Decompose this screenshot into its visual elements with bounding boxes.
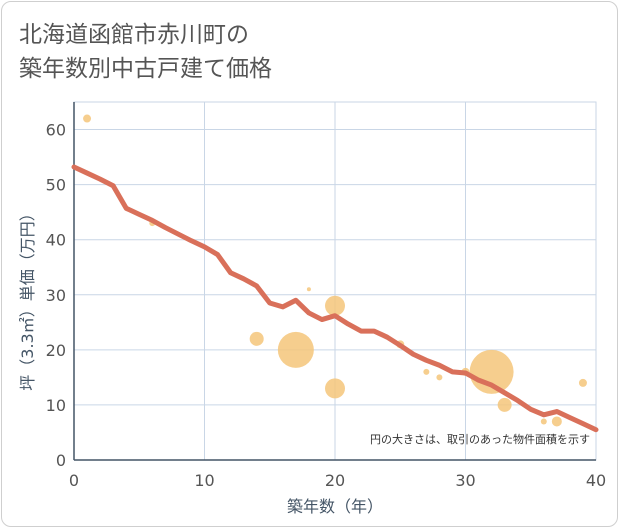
- chart-title: 北海道函館市赤川町の 築年数別中古戸建て価格: [19, 18, 272, 86]
- y-tick-label: 10: [46, 396, 66, 415]
- chart-title-line-1: 北海道函館市赤川町の: [19, 22, 249, 48]
- x-tick-label: 10: [194, 471, 214, 490]
- data-bubble: [325, 295, 345, 316]
- x-tick-labels: 0 10 20 30 40: [69, 471, 606, 490]
- y-tick-label: 50: [46, 176, 66, 195]
- x-tick-label: 0: [69, 471, 79, 490]
- y-tick-label: 60: [46, 121, 66, 140]
- data-bubble: [551, 416, 562, 427]
- y-axis-label: 坪（3.3㎡）単価（万円）: [18, 205, 37, 390]
- y-tick-labels: 0 10 20 30 40 50 60: [46, 121, 66, 470]
- data-bubble: [423, 368, 430, 375]
- y-tick-label: 30: [46, 286, 66, 305]
- data-bubble: [497, 397, 512, 412]
- grid-lines: [73, 101, 597, 461]
- x-tick-label: 20: [325, 471, 345, 490]
- x-tick-label: 30: [455, 471, 475, 490]
- trend-series: [71, 164, 599, 433]
- x-tick-label: 40: [586, 471, 606, 490]
- data-bubble: [83, 114, 92, 123]
- data-bubble: [325, 378, 345, 399]
- data-bubble: [436, 374, 443, 381]
- axes: [73, 102, 596, 461]
- bubble-size-note: 円の大きさは、取引のあった物件面積を示す: [370, 432, 590, 446]
- data-bubble: [277, 331, 314, 368]
- trend-line: [71, 164, 599, 433]
- data-bubble: [306, 287, 311, 292]
- data-bubble: [540, 418, 547, 425]
- y-tick-label: 0: [56, 451, 66, 470]
- y-tick-label: 40: [46, 231, 66, 250]
- chart-title-line-2: 築年数別中古戸建て価格: [19, 56, 272, 82]
- data-bubble: [578, 378, 587, 387]
- data-bubble: [249, 331, 264, 346]
- x-axis-label: 築年数（年）: [287, 497, 383, 516]
- y-tick-label: 20: [46, 341, 66, 360]
